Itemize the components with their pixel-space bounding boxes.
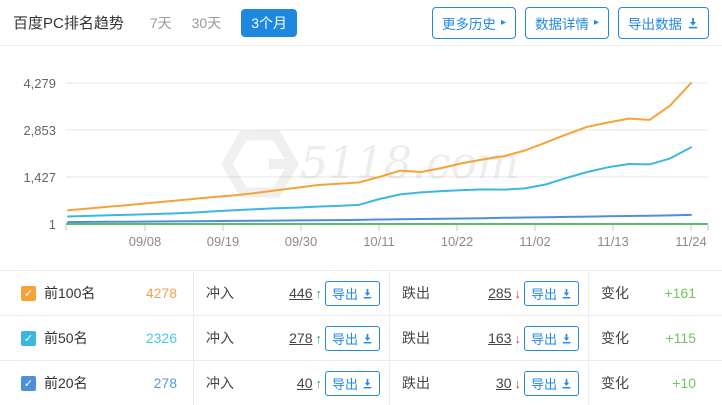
download-icon (562, 333, 571, 343)
top20-drop-count-link[interactable]: 30 (495, 375, 512, 391)
y-axis-label: 1 (49, 217, 56, 232)
top100-count: 4278 (145, 285, 177, 301)
export-label: 导出 (331, 286, 358, 302)
y-axis-label: 4,279 (23, 76, 56, 91)
x-axis-label: 11/02 (519, 234, 551, 249)
chevron-right-icon: ▸ (593, 16, 599, 28)
top50-change-value: +115 (665, 330, 697, 346)
top20-surge-export-button[interactable]: 导出 (324, 370, 380, 396)
trend-chart-svg: 5118.com 09/08 09/19 09/30 10/11 10/22 11/02 1… (23, 76, 709, 249)
rank-stats-table: ✓ 前100名 4278 冲入 446 ↑ 导出 跌出 285 ↓ 导出 (0, 270, 722, 405)
download-icon (363, 378, 372, 388)
trend-chart: 5118.com 09/08 09/19 09/30 10/11 10/22 11/02 1… (0, 46, 722, 275)
download-icon (363, 288, 372, 298)
page-title: 百度PC排名趋势 (13, 15, 124, 32)
arrow-down-icon: ↓ (514, 330, 521, 346)
top50-count: 2326 (145, 330, 177, 346)
x-axis-label: 09/30 (285, 234, 318, 249)
export-data-label: 导出数据 (628, 16, 682, 32)
tab-3-months[interactable]: 3个月 (241, 8, 298, 37)
y-axis-label: 2,853 (23, 123, 56, 138)
x-axis-label: 10/22 (441, 234, 474, 249)
download-icon (562, 378, 571, 388)
drop-label: 跌出 (402, 330, 430, 346)
top100-surge-export-button[interactable]: 导出 (324, 280, 380, 306)
data-detail-button[interactable]: 数据详情 ▸ (524, 6, 609, 39)
more-history-label: 更多历史 (441, 16, 496, 32)
check-icon: ✓ (23, 377, 34, 390)
check-icon: ✓ (23, 287, 34, 300)
series-line-top100 (67, 82, 692, 212)
series-lines (67, 82, 692, 224)
drop-label: 跌出 (402, 375, 430, 391)
top50-surge-count-link[interactable]: 278 (289, 330, 313, 346)
chevron-right-icon: ▸ (500, 16, 506, 28)
top50-drop-export-button[interactable]: 导出 (523, 325, 579, 351)
more-history-button[interactable]: 更多历史 ▸ (431, 6, 516, 39)
table-row-top20: ✓ 前20名 278 冲入 40 ↑ 导出 跌出 30 ↓ 导出 (0, 360, 722, 405)
watermark-logo (221, 130, 299, 198)
x-axis-label: 11/13 (597, 234, 629, 249)
top50-checkbox[interactable]: ✓ (21, 330, 36, 346)
surge-label: 冲入 (206, 375, 234, 391)
header-actions: 更多历史 ▸ 数据详情 ▸ 导出数据 (431, 6, 709, 39)
arrow-up-icon: ↑ (315, 375, 322, 391)
change-label: 变化 (601, 330, 629, 346)
top20-checkbox[interactable]: ✓ (21, 375, 36, 391)
top100-surge-count-link[interactable]: 446 (289, 285, 313, 301)
range-tabs: 7天 30天 3个月 (149, 8, 298, 37)
watermark-text: 5118.com (300, 138, 519, 189)
export-data-button[interactable]: 导出数据 (618, 6, 709, 39)
grid-lines (66, 82, 708, 178)
series-label-top50: 前50名 (44, 330, 88, 346)
arrow-up-icon: ↑ (315, 285, 322, 301)
export-label: 导出 (530, 331, 557, 347)
export-label: 导出 (530, 286, 557, 302)
top50-drop-count-link[interactable]: 163 (488, 330, 512, 346)
tab-30-days[interactable]: 30天 (191, 14, 222, 31)
export-label: 导出 (530, 376, 557, 392)
download-icon (363, 333, 372, 343)
top20-count: 278 (153, 375, 177, 391)
axes: 09/08 09/19 09/30 10/11 10/22 11/02 11/13 11/24… (23, 76, 709, 249)
table-row-top100: ✓ 前100名 4278 冲入 446 ↑ 导出 跌出 285 ↓ 导出 (0, 270, 722, 315)
change-label: 变化 (601, 285, 629, 301)
data-detail-label: 数据详情 (534, 16, 589, 32)
download-icon (562, 288, 571, 298)
x-axis-label: 11/24 (675, 234, 707, 249)
top20-surge-count-link[interactable]: 40 (296, 375, 313, 391)
top100-change-value: +161 (664, 285, 696, 301)
x-axis-label: 10/11 (363, 234, 395, 249)
top100-drop-count-link[interactable]: 285 (488, 285, 512, 301)
top20-drop-export-button[interactable]: 导出 (523, 370, 579, 396)
surge-label: 冲入 (206, 285, 234, 301)
table-row-top50: ✓ 前50名 2326 冲入 278 ↑ 导出 跌出 163 ↓ 导出 (0, 315, 722, 360)
widget-header: 百度PC排名趋势 7天 30天 3个月 更多历史 ▸ 数据详情 ▸ 导出数据 (0, 0, 722, 46)
arrow-up-icon: ↑ (315, 330, 322, 346)
surge-label: 冲入 (206, 330, 234, 346)
export-label: 导出 (331, 376, 358, 392)
top100-drop-export-button[interactable]: 导出 (523, 280, 579, 306)
check-icon: ✓ (23, 332, 34, 345)
series-label-top20: 前20名 (44, 375, 88, 391)
x-axis-label: 09/19 (207, 234, 240, 249)
x-axis-label: 09/08 (129, 234, 162, 249)
arrow-down-icon: ↓ (514, 285, 521, 301)
top50-surge-export-button[interactable]: 导出 (324, 325, 380, 351)
y-axis-label: 1,427 (23, 170, 56, 185)
drop-label: 跌出 (402, 285, 430, 301)
top20-change-value: +10 (672, 375, 696, 391)
arrow-down-icon: ↓ (514, 375, 521, 391)
change-label: 变化 (601, 375, 629, 391)
series-label-top100: 前100名 (44, 285, 96, 301)
series-line-top50 (67, 146, 692, 218)
top100-checkbox[interactable]: ✓ (21, 285, 36, 301)
series-line-top20 (67, 213, 692, 224)
download-icon (688, 17, 698, 28)
tab-7-days[interactable]: 7天 (149, 14, 172, 31)
export-label: 导出 (331, 331, 358, 347)
